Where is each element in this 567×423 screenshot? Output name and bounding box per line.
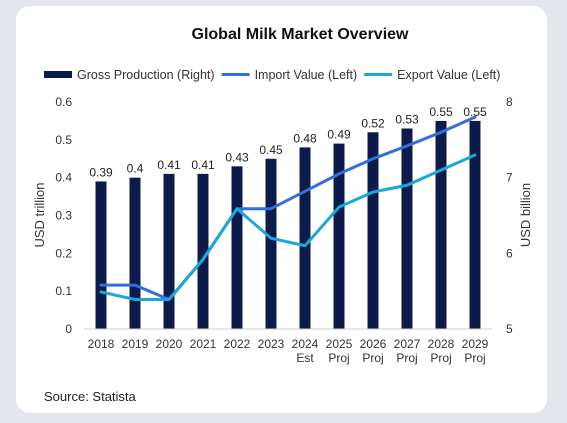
left-tick-label: 0.3: [55, 209, 72, 223]
bar: [95, 181, 107, 329]
bar-value-label: 0.41: [191, 158, 215, 172]
bar-value-label: 0.43: [225, 150, 249, 164]
bar-value-label: 0.53: [395, 112, 419, 126]
bar-value-label: 0.45: [259, 143, 283, 157]
x-tick-label: 2018: [88, 337, 115, 351]
bar: [163, 173, 175, 329]
right-tick-label: 6: [506, 246, 513, 260]
series-line-1: [99, 115, 477, 301]
x-tick-label: 2026: [360, 337, 387, 351]
bar: [469, 120, 481, 330]
legend-label: Export Value (Left): [397, 68, 500, 82]
bar: [333, 143, 345, 329]
bar-value-label: 0.41: [157, 158, 181, 172]
left-axis-label: USD trillion: [32, 182, 47, 247]
bar-value-label: 0.39: [89, 165, 113, 179]
x-tick-label: 2029: [462, 337, 489, 351]
bar: [435, 120, 447, 330]
bar: [265, 158, 277, 329]
lines: [99, 115, 477, 301]
legend-label: Gross Production (Right): [77, 68, 215, 82]
x-tick-label: 2019: [122, 337, 149, 351]
bar-value-label: 0.55: [463, 105, 487, 119]
series-line-2: [99, 153, 477, 301]
bar-value-label: 0.52: [361, 116, 385, 130]
left-tick-label: 0.5: [55, 133, 72, 147]
left-tick-label: 0.6: [55, 95, 72, 109]
legend-label: Import Value (Left): [255, 68, 358, 82]
chart-title: Global Milk Market Overview: [192, 26, 410, 43]
x-tick-label: Proj: [430, 351, 451, 365]
right-tick-label: 7: [506, 171, 513, 185]
bar-value-label: 0.49: [327, 128, 351, 142]
right-tick-label: 5: [506, 322, 513, 336]
x-tick-label: 2027: [394, 337, 421, 351]
bar-value-label: 0.48: [293, 131, 317, 145]
legend-swatch-bar: [44, 71, 72, 78]
bar: [231, 166, 243, 329]
bar: [197, 173, 209, 329]
left-tick-label: 0.2: [55, 246, 72, 260]
legend: Gross Production (Right) Import Value (Le…: [44, 68, 500, 82]
bar-value-label: 0.55: [429, 105, 453, 119]
left-tick-label: 0: [65, 322, 72, 336]
source-note: Source: Statista: [44, 389, 136, 404]
x-tick-label: 2023: [258, 337, 285, 351]
left-tick-label: 0.4: [55, 171, 72, 185]
x-tick-label: Proj: [328, 351, 349, 365]
left-tick-label: 0.1: [55, 284, 72, 298]
x-tick-label: 2025: [326, 337, 353, 351]
x-tick-label: 2028: [428, 337, 455, 351]
x-tick-label: Proj: [396, 351, 417, 365]
x-tick-label: Est: [296, 351, 314, 365]
axes: 0 0.1 0.2 0.3 0.4 0.5 0.6 5 6 7 8 2018 2019 2020 2021 2…: [55, 95, 513, 365]
bar-value-label: 0.4: [127, 162, 144, 176]
bar: [299, 147, 311, 329]
x-tick-label: 2024: [292, 337, 319, 351]
x-tick-label: 2020: [156, 337, 183, 351]
bars: 0.39 0.4 0.41 0.41 0.43 0.45 0.48 0.49 0.52 0.53 0…: [89, 105, 487, 330]
x-tick-label: 2022: [224, 337, 251, 351]
bar: [401, 128, 413, 329]
x-tick-label: Proj: [362, 351, 383, 365]
bar: [129, 177, 141, 329]
bar: [367, 132, 379, 329]
x-tick-label: 2021: [190, 337, 217, 351]
right-axis-label: USD billion: [518, 183, 533, 247]
x-tick-label: Proj: [464, 351, 485, 365]
right-tick-label: 8: [506, 95, 513, 109]
